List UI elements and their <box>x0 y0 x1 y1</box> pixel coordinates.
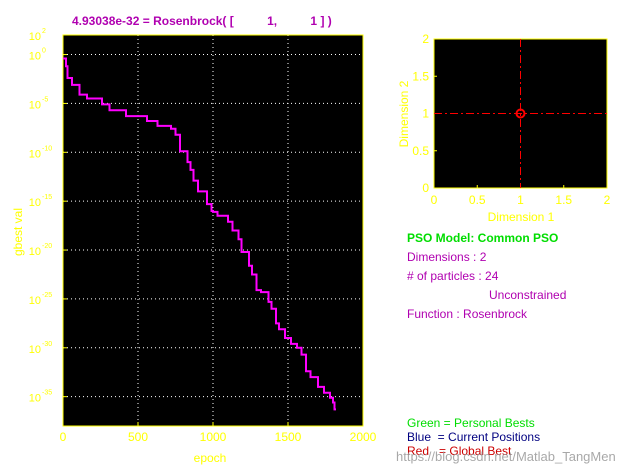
pos-y-tick-label: 1 <box>422 107 429 121</box>
y-tick-base: 10 <box>29 295 41 307</box>
x-tick-label: 1000 <box>200 430 227 444</box>
position-x-ticks: 0 0.5 1 1.5 2 <box>431 185 611 207</box>
y-tick-base: 10 <box>29 246 41 258</box>
pos-x-tick-label: 1 <box>517 193 524 207</box>
pos-x-tick-label: 0 <box>431 193 438 207</box>
y-tick-exponent: -20 <box>42 243 52 250</box>
x-tick-label: 0 <box>60 430 67 444</box>
convergence-y-label: gbest val <box>11 208 25 256</box>
y-tick-base: 10 <box>29 148 41 160</box>
pos-x-tick-label: 2 <box>604 193 611 207</box>
y-tick-label: 10 -10 <box>29 145 52 160</box>
y-tick-base: 10 <box>29 393 41 405</box>
pos-x-tick-label: 0.5 <box>469 193 486 207</box>
y-tick-base: 10 <box>29 99 41 111</box>
pos-y-tick-label: 1.5 <box>412 69 429 83</box>
position-y-label: Dimension 2 <box>397 80 411 147</box>
legend-global-best: Red = Global Best <box>407 444 512 458</box>
y-tick-base: 10 <box>29 51 41 63</box>
pso-model-label: PSO Model: Common PSO <box>407 231 559 245</box>
legend-current-positions: Blue = Current Positions <box>407 430 541 444</box>
y-tick-exponent: -15 <box>42 194 52 201</box>
y-tick-label: 10 -30 <box>29 341 52 356</box>
y-tick-label: 10 -35 <box>29 390 52 405</box>
gbest-convergence-line <box>63 57 336 411</box>
global-best-marker <box>515 108 526 119</box>
constraint-label: Unconstrained <box>489 288 567 302</box>
position-x-label: Dimension 1 <box>488 210 555 224</box>
y-tick-base: 10 <box>29 344 41 356</box>
watermark: https://blog.csdn.net/Matlab_TangMen <box>396 449 616 464</box>
x-tick-label: 2000 <box>350 430 377 444</box>
y-tick-label: 10 -15 <box>29 194 52 209</box>
dimensions-label: Dimensions : 2 <box>407 250 487 264</box>
y-tick-label: 10 -5 <box>29 96 49 111</box>
y-tick-base: 10 <box>29 197 41 209</box>
position-y-ticks: 0 0.5 1 1.5 2 <box>412 32 437 195</box>
y-tick-label: 10 -20 <box>29 243 52 258</box>
y-tick-exponent: -5 <box>42 96 48 103</box>
pos-x-tick-label: 1.5 <box>555 193 572 207</box>
legend-personal-bests: Green = Personal Bests <box>407 416 535 430</box>
y-tick-label: 10 -25 <box>29 292 52 307</box>
y-tick-label: 10 2 <box>29 28 46 43</box>
y-tick-exponent: 0 <box>42 48 46 55</box>
y-tick-base: 10 <box>29 31 41 43</box>
pos-y-tick-label: 0 <box>422 181 429 195</box>
x-tick-label: 1500 <box>275 430 302 444</box>
y-tick-exponent: -35 <box>42 390 52 397</box>
y-tick-exponent: -30 <box>42 341 52 348</box>
pos-y-tick-label: 0.5 <box>412 144 429 158</box>
particles-count-label: # of particles : 24 <box>407 269 499 283</box>
y-tick-exponent: 2 <box>42 28 46 35</box>
convergence-x-ticks: 0 500 1000 1500 2000 <box>60 422 377 444</box>
x-tick-label: 500 <box>128 430 148 444</box>
y-tick-exponent: -10 <box>42 145 52 152</box>
particle-position-plot: 0 0.5 1 1.5 2 0 0.5 1 1.5 2 Dimension 1 Dimensio… <box>397 32 611 224</box>
function-label: Function : Rosenbrock <box>407 307 528 321</box>
convergence-x-label: epoch <box>194 451 227 465</box>
y-tick-label: 10 0 <box>29 48 46 63</box>
y-tick-exponent: -25 <box>42 292 52 299</box>
pos-y-tick-label: 2 <box>422 32 429 46</box>
convergence-plot-area <box>63 35 363 426</box>
convergence-title: 4.93038e-32 = Rosenbrock( [ 1, 1 ] ) <box>72 14 332 28</box>
